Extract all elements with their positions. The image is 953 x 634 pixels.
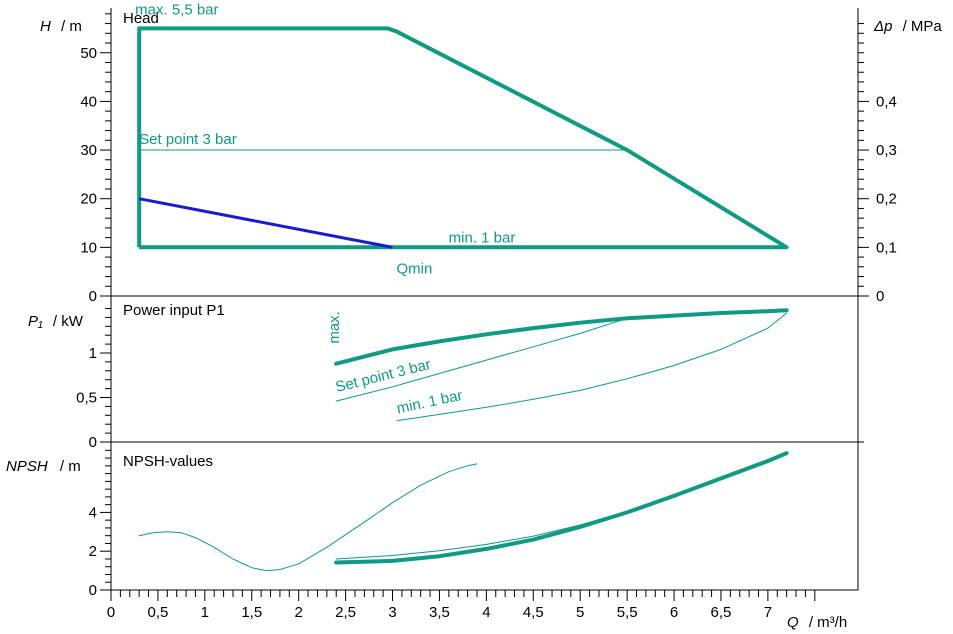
y2-tick-label: 0,3 [876,142,897,159]
x-tick-label: 3,5 [429,604,450,621]
head-y-axis-label: H / m [40,18,82,35]
pressure-y2-unit: / MPa [903,18,943,35]
x-tick-label: 5,5 [617,604,638,621]
x-tick-label: 1,5 [241,604,262,621]
pressure-y2-symbol: Δp [873,18,892,35]
y-tick-label: 40 [80,93,97,110]
x-tick-label: 5 [576,604,584,621]
y2-tick-label: 0,1 [876,239,897,256]
npsh-y-axis-label: NPSH / m [6,458,81,475]
y-tick-label: 4 [89,504,97,521]
curve-power-input-p1-max [334,308,789,366]
x-axis-label: Q / m³/h [787,614,847,631]
curve-npsh-values-max [334,451,789,565]
curve-label: max. [326,311,343,344]
curve-power-input-p1-set [335,317,628,402]
x-axis-unit: / m³/h [809,614,847,631]
x-tick-label: 6 [670,604,678,621]
x-tick-label: 2,5 [335,604,356,621]
x-tick-label: 1 [201,604,209,621]
npsh-y-symbol: NPSH [6,458,48,475]
x-tick-label: 7 [764,604,772,621]
head-y-unit: / m [61,18,82,35]
curve-label: Set point 3 bar [139,131,237,148]
npsh-panel-title: NPSH-values [123,453,213,470]
curve-npsh-values-thin [138,463,478,572]
curve-label: Qmin [397,260,433,277]
y-tick-label: 0,5 [76,390,97,407]
head-y-symbol: H [40,18,51,35]
curve-label: min. 1 bar [449,229,516,246]
chart-frame [105,8,864,591]
power-y-axis-label: P₁ / kW [28,313,84,330]
curve-label: min. 1 bar [395,387,464,417]
power-y-unit: / kW [53,313,84,330]
y-tick-label: 30 [80,142,97,159]
y2-tick-label: 0,4 [876,93,897,110]
npsh-y-unit: / m [60,458,81,475]
curve-npsh-values-set [335,510,628,560]
curve-head-max [137,26,789,250]
y2-tick-label: 0,2 [876,191,897,208]
x-tick-label: 0,5 [147,604,168,621]
chart-curves [137,26,789,572]
x-axis-symbol: Q [787,614,799,631]
y-tick-label: 20 [80,191,97,208]
curve-power-input-p1-min [396,312,788,422]
x-tick-label: 6,5 [711,604,732,621]
tick-labels: 0 0,5 1 1,5 2 2,5 3 3,5 4 4,5 5 5,5 6 6,5 701020304050… [76,45,897,621]
y2-tick-label: 0 [876,288,884,305]
power-y-symbol: P₁ [28,313,43,330]
x-tick-label: 2 [295,604,303,621]
x-tick-label: 4 [482,604,490,621]
head-panel-title: Head [123,10,159,27]
x-tick-label: 4,5 [523,604,544,621]
y-tick-label: 0 [89,582,97,599]
power-panel-title: Power input P1 [123,302,225,319]
y-tick-label: 50 [80,45,97,62]
y-tick-label: 1 [89,345,97,362]
curve-label: max. 5,5 bar [135,1,218,18]
curve-head-qmin [138,197,393,249]
chart-ticks [100,13,869,601]
y-tick-label: 0 [89,288,97,305]
x-tick-label: 0 [107,604,115,621]
y-tick-label: 10 [80,239,97,256]
x-tick-label: 3 [388,604,396,621]
y-tick-label: 0 [89,434,97,451]
pressure-y2-axis-label: Δp / MPa [873,18,942,35]
y-tick-label: 2 [89,543,97,560]
